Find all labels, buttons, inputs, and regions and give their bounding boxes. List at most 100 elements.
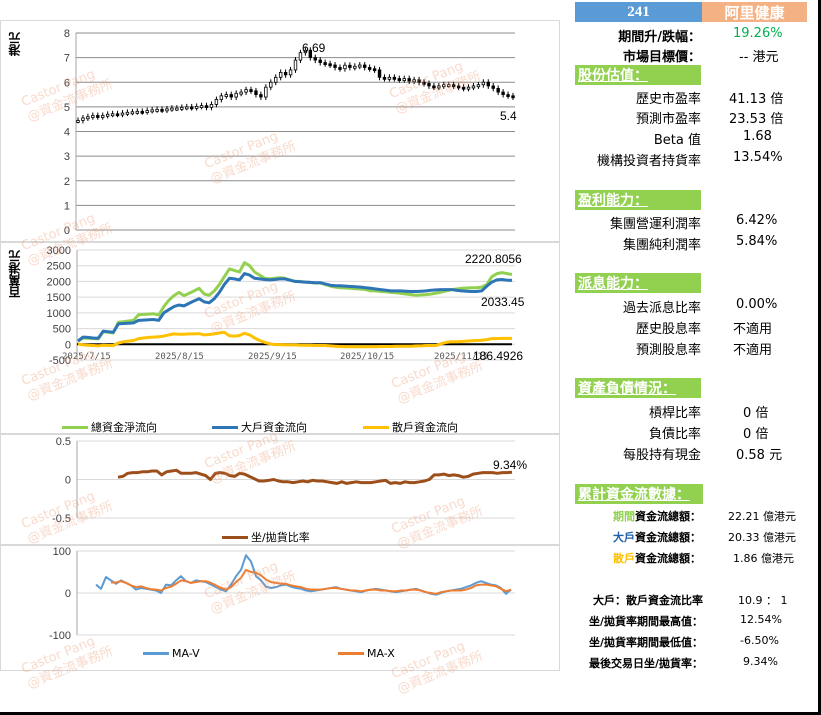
svg-text:9.34%: 9.34% bbox=[493, 458, 527, 472]
cashflow-period-value: 22.21 億港元 bbox=[728, 510, 796, 523]
cashflow-retail-value: 1.86 億港元 bbox=[733, 552, 794, 565]
svg-text:2220.8056: 2220.8056 bbox=[465, 252, 522, 266]
ratio-row: 坐/拋貨率期間最低值： -6.50% bbox=[588, 634, 779, 649]
ratio-row: 大戶：散戶資金流比率 10.9 ： 1 bbox=[593, 594, 788, 607]
dividend-row: 過去派息比率 0.00% bbox=[622, 297, 778, 316]
hold-sell-ratio-chart: -0.5 0 0.5 9.34% bbox=[52, 436, 527, 525]
legend-label-retail: 散戶資金流向 bbox=[392, 421, 458, 434]
cashflow-major-value: 20.33 億港元 bbox=[728, 531, 796, 544]
cashflow-row: 期間資金流總額： 22.21 億港元 bbox=[613, 510, 796, 523]
svg-text:0: 0 bbox=[65, 339, 71, 351]
svg-text:5.4: 5.4 bbox=[500, 109, 517, 123]
svg-text:0: 0 bbox=[65, 475, 71, 487]
svg-text:2025/7/15: 2025/7/15 bbox=[62, 352, 111, 362]
svg-text:0: 0 bbox=[65, 588, 71, 600]
legend-retail-flow: 散戶資金流向 bbox=[363, 419, 458, 435]
balance-row: 負債比率 0 倍 bbox=[648, 427, 769, 442]
cashflow-prefix-period: 期間 bbox=[613, 510, 635, 523]
legend-swatch-retail bbox=[363, 425, 389, 429]
target-price-label: 市場目標價： bbox=[622, 50, 701, 65]
svg-text:1000: 1000 bbox=[47, 308, 71, 320]
svg-text:3000: 3000 bbox=[47, 245, 71, 257]
dividend-row: 歷史股息率 不適用 bbox=[635, 322, 773, 337]
ma-chart-panel bbox=[0, 545, 560, 671]
legend-label-ma-x: MA-X bbox=[367, 647, 395, 660]
svg-text:-100: -100 bbox=[49, 630, 71, 642]
svg-text:2000: 2000 bbox=[47, 276, 71, 288]
legend-label-ratio: 坐/拋貨比率 bbox=[251, 531, 310, 544]
balance-row: 每股持有現金 0.58 元 bbox=[622, 448, 783, 463]
frame-border-bottom bbox=[0, 712, 821, 715]
svg-text:-0.5: -0.5 bbox=[52, 513, 71, 525]
svg-text:-500: -500 bbox=[49, 355, 71, 367]
cashflow-prefix-retail: 散戶 bbox=[613, 552, 635, 565]
legend-swatch-total bbox=[62, 425, 88, 429]
cashflow-row: 大戶資金流總額： 20.33 億港元 bbox=[613, 531, 796, 544]
valuation-row: Beta 值 1.68 bbox=[653, 129, 772, 148]
svg-text:100: 100 bbox=[53, 546, 71, 558]
legend-ma-x: MA-X bbox=[338, 647, 395, 660]
legend-swatch-ma-x bbox=[338, 652, 364, 655]
price-candlestick-chart: 0 1 2 3 4 5 6 7 8 6.69 5.4 bbox=[64, 28, 517, 237]
stock-code-header: 241 bbox=[575, 2, 702, 22]
balance-row: 槓桿比率 0 倍 bbox=[648, 406, 769, 421]
svg-text:2025/10/15: 2025/10/15 bbox=[340, 352, 394, 362]
svg-text:0.5: 0.5 bbox=[56, 436, 71, 448]
svg-text:2: 2 bbox=[64, 176, 70, 188]
svg-text:7: 7 bbox=[64, 53, 70, 65]
legend-swatch-ratio bbox=[222, 535, 248, 539]
legend-ma-v: MA-V bbox=[143, 647, 200, 660]
period-change-row: 期間升/跌幅： 19.26% bbox=[573, 26, 818, 46]
legend-label-total: 總資金淨流向 bbox=[91, 421, 157, 434]
svg-text:2025/9/15: 2025/9/15 bbox=[248, 352, 297, 362]
svg-text:500: 500 bbox=[53, 324, 71, 336]
svg-text:6.69: 6.69 bbox=[302, 41, 326, 55]
period-change-label: 期間升/跌幅： bbox=[618, 30, 701, 45]
svg-text:2033.45: 2033.45 bbox=[481, 295, 525, 309]
svg-text:1500: 1500 bbox=[47, 292, 71, 304]
svg-text:2025/11/15: 2025/11/15 bbox=[434, 352, 488, 362]
svg-text:8: 8 bbox=[64, 28, 70, 40]
ratio-row: 坐/拋貨率期間最高值： 12.54% bbox=[588, 613, 782, 628]
capital-flow-line-chart: -500 0 500 1000 1500 2000 2500 3000 2025/7/15 202… bbox=[47, 245, 525, 367]
cashflow-row: 散戶資金流總額： 1.86 億港元 bbox=[613, 552, 794, 565]
section-balance-sheet: 資產負債情況： bbox=[575, 378, 701, 398]
valuation-row: 預測市盈率 23.53 倍 bbox=[635, 112, 784, 127]
frame-border-right bbox=[818, 0, 821, 715]
legend-swatch-major bbox=[212, 425, 238, 429]
svg-text:6: 6 bbox=[64, 77, 70, 89]
period-change-value: 19.26% bbox=[733, 26, 783, 41]
valuation-row: 歷史市盈率 41.13 倍 bbox=[635, 92, 784, 107]
dividend-row: 預測股息率 不適用 bbox=[635, 343, 773, 358]
legend-label-ma-v: MA-V bbox=[172, 647, 200, 660]
legend-label-major: 大戶資金流向 bbox=[241, 421, 307, 434]
svg-text:186.4926: 186.4926 bbox=[473, 349, 523, 363]
legend-swatch-ma-v bbox=[143, 652, 169, 655]
svg-text:5: 5 bbox=[64, 102, 70, 114]
legend-ratio: 坐/拋貨比率 bbox=[222, 529, 310, 545]
stock-name-header: 阿里健康 bbox=[702, 2, 807, 22]
svg-text:2025/8/15: 2025/8/15 bbox=[155, 352, 204, 362]
valuation-row: 機構投資者持貨率 13.54% bbox=[596, 150, 783, 169]
target-price-value: -- 港元 bbox=[739, 50, 779, 65]
svg-text:0: 0 bbox=[64, 225, 70, 237]
svg-text:3: 3 bbox=[64, 151, 70, 163]
legend-major-flow: 大戶資金流向 bbox=[212, 419, 307, 435]
moving-average-chart: -100 0 100 bbox=[49, 546, 515, 642]
profitability-row: 集團純利潤率 5.84% bbox=[622, 234, 778, 253]
svg-text:1: 1 bbox=[64, 200, 70, 212]
info-panel: 241 阿里健康 期間升/跌幅： 19.26% 市場目標價： -- 港元 股份估… bbox=[573, 0, 818, 712]
profitability-row: 集團營運利潤率 6.42% bbox=[609, 213, 778, 232]
legend-total-flow: 總資金淨流向 bbox=[62, 419, 157, 435]
cashflow-prefix-major: 大戶 bbox=[613, 531, 635, 544]
ratio-chart-panel bbox=[0, 434, 560, 545]
svg-text:4: 4 bbox=[64, 127, 70, 139]
target-price-row: 市場目標價： -- 港元 bbox=[573, 46, 818, 66]
section-valuation: 股份估值： bbox=[575, 65, 701, 85]
svg-text:2500: 2500 bbox=[47, 261, 71, 273]
section-profitability: 盈利能力： bbox=[575, 190, 701, 210]
section-cumulative-flow: 累計資金流數據： bbox=[575, 484, 703, 504]
ratio-row: 最後交易日坐/拋貨率： 9.34% bbox=[588, 655, 778, 670]
section-dividend: 派息能力： bbox=[575, 273, 701, 293]
